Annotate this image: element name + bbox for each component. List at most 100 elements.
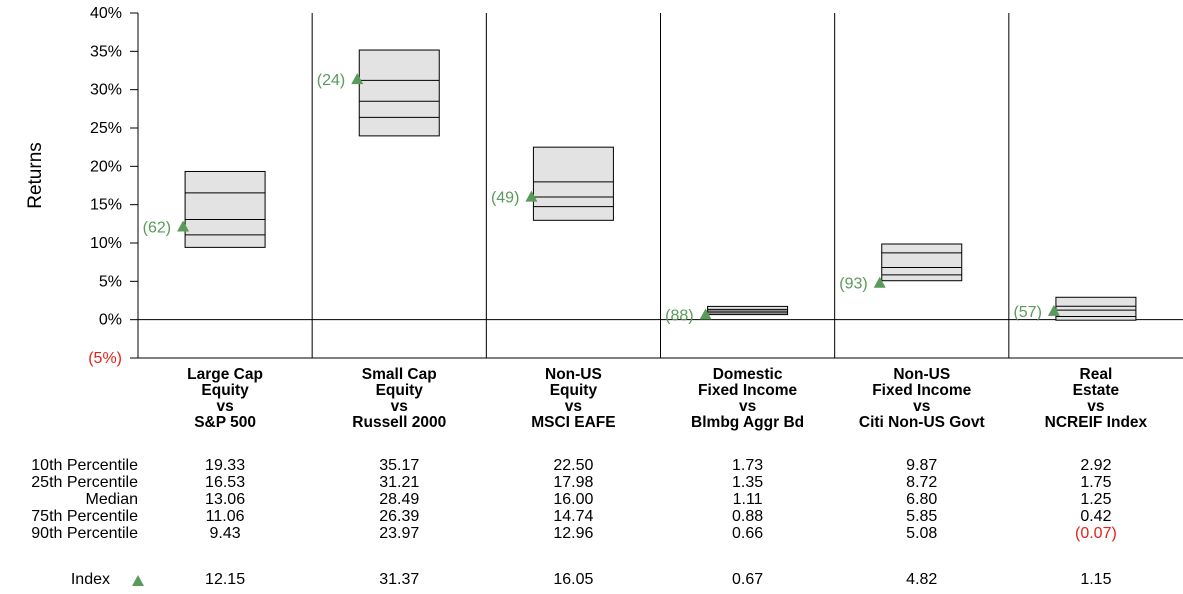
category-label: NCREIF Index bbox=[1045, 414, 1148, 431]
stats-cell: 2.92 bbox=[1080, 457, 1112, 474]
stats-cell: 0.67 bbox=[732, 571, 764, 588]
y-axis-title: Returns bbox=[25, 142, 46, 209]
category-label: vs bbox=[913, 398, 930, 415]
stats-cell: 19.33 bbox=[205, 457, 246, 474]
stats-row-label: Index bbox=[70, 571, 110, 588]
y-tick-label: 30% bbox=[90, 82, 122, 99]
y-tick-label: 40% bbox=[90, 5, 122, 22]
category-label: Non-US bbox=[893, 366, 950, 383]
stats-cell: 23.97 bbox=[379, 525, 420, 542]
category-label: Fixed Income bbox=[698, 382, 797, 399]
stats-cell: 1.15 bbox=[1080, 571, 1112, 588]
stats-cell: 28.49 bbox=[379, 491, 420, 508]
stats-cell: 16.53 bbox=[205, 474, 246, 491]
stats-row-label: 25th Percentile bbox=[31, 474, 138, 491]
y-tick-label: 5% bbox=[99, 273, 122, 290]
y-tick-label: (5%) bbox=[88, 350, 122, 367]
stats-cell: 1.73 bbox=[732, 457, 764, 474]
stats-row: 10th Percentile 19.33 35.17 22.50 1.73 9.87 2.… bbox=[0, 457, 1183, 475]
category-label: Domestic bbox=[713, 366, 783, 383]
stats-cell: 13.06 bbox=[205, 491, 246, 508]
stats-cell: 6.80 bbox=[906, 491, 938, 508]
category-label: S&P 500 bbox=[194, 414, 256, 431]
stats-cell: 12.15 bbox=[205, 571, 246, 588]
stats-cell: 9.87 bbox=[906, 457, 938, 474]
index-rank-label: (49) bbox=[491, 190, 519, 207]
stats-row-label: Median bbox=[85, 491, 138, 508]
index-marker bbox=[1047, 304, 1060, 316]
stats-cell: 0.42 bbox=[1080, 508, 1112, 525]
percentile-box bbox=[184, 170, 266, 248]
index-marker bbox=[873, 276, 886, 288]
percentile-box bbox=[358, 49, 440, 137]
index-rank-label: (93) bbox=[839, 276, 867, 293]
stats-cell: 31.37 bbox=[379, 571, 420, 588]
y-tick-label: 25% bbox=[90, 120, 122, 137]
category-label: Equity bbox=[550, 382, 598, 399]
stats-cell: 1.25 bbox=[1080, 491, 1112, 508]
category-label: vs bbox=[216, 398, 233, 415]
percentile-box bbox=[707, 305, 789, 316]
index-row: Index 12.15 31.37 16.05 0.67 4.82 1.15 bbox=[0, 571, 1183, 589]
stats-cell: 0.66 bbox=[732, 525, 764, 542]
stats-row: 75th Percentile 11.06 26.39 14.74 0.88 5.85 0.… bbox=[0, 508, 1183, 526]
category-label: Real bbox=[1080, 366, 1113, 383]
stats-cell: 14.74 bbox=[553, 508, 594, 525]
stats-cell: 16.00 bbox=[553, 491, 594, 508]
stats-cell: 0.88 bbox=[732, 508, 764, 525]
y-tick-label: 15% bbox=[90, 197, 122, 214]
y-tick-label: 10% bbox=[90, 235, 122, 252]
category-label: Estate bbox=[1073, 382, 1120, 399]
stats-row: 90th Percentile 9.43 23.97 12.96 0.66 5.08 (0.… bbox=[0, 525, 1183, 543]
stats-cell: 12.96 bbox=[553, 525, 594, 542]
category-label: MSCI EAFE bbox=[531, 414, 615, 431]
index-rank-label: (57) bbox=[1013, 304, 1041, 321]
stats-row-label: 10th Percentile bbox=[31, 457, 138, 474]
category-label: Equity bbox=[376, 382, 424, 399]
stats-cell: 5.85 bbox=[906, 508, 938, 525]
category-label: vs bbox=[391, 398, 408, 415]
y-tick-label: 20% bbox=[90, 158, 122, 175]
percentile-box-chart: 40% 35% 30% 25% 20% 15% 10% 5% 0% (5%) Returns (62)… bbox=[25, 5, 1183, 431]
index-legend-marker bbox=[132, 575, 144, 586]
y-tick-label: 0% bbox=[99, 312, 122, 329]
y-tick-label: 35% bbox=[90, 43, 122, 60]
index-marker bbox=[177, 220, 190, 232]
category-label: Fixed Income bbox=[872, 382, 971, 399]
index-rank-label: (24) bbox=[317, 72, 345, 89]
stats-cell: 26.39 bbox=[379, 508, 420, 525]
stats-cell: 4.82 bbox=[906, 571, 938, 588]
index-rank-label: (62) bbox=[143, 220, 171, 237]
stats-row: Median 13.06 28.49 16.00 1.11 6.80 1.25 bbox=[0, 491, 1183, 509]
stats-cell: 1.75 bbox=[1080, 474, 1112, 491]
percentile-box bbox=[532, 146, 614, 221]
stats-cell: 17.98 bbox=[553, 474, 594, 491]
stats-row-label: 75th Percentile bbox=[31, 508, 138, 525]
stats-cell: 1.35 bbox=[732, 474, 764, 491]
index-marker bbox=[525, 190, 538, 202]
stats-cell: (0.07) bbox=[1075, 525, 1117, 542]
stats-cell: 16.05 bbox=[553, 571, 594, 588]
category-label: Small Cap bbox=[362, 366, 437, 383]
category-label: vs bbox=[1087, 398, 1104, 415]
stats-cell: 22.50 bbox=[553, 457, 594, 474]
category-label: vs bbox=[565, 398, 582, 415]
index-marker bbox=[699, 308, 712, 320]
category-label: vs bbox=[739, 398, 756, 415]
stats-cell: 35.17 bbox=[379, 457, 420, 474]
stats-cell: 9.43 bbox=[209, 525, 241, 542]
category-label: Blmbg Aggr Bd bbox=[691, 414, 804, 431]
index-marker bbox=[351, 73, 364, 85]
stats-cell: 31.21 bbox=[379, 474, 420, 491]
stats-row-label: 90th Percentile bbox=[31, 525, 138, 542]
stats-cell: 1.11 bbox=[732, 491, 763, 508]
category-label: Large Cap bbox=[187, 366, 263, 383]
stats-cell: 5.08 bbox=[906, 525, 938, 542]
category-label: Non-US bbox=[545, 366, 602, 383]
category-label: Russell 2000 bbox=[352, 414, 446, 431]
category-label: Equity bbox=[201, 382, 249, 399]
stats-cell: 8.72 bbox=[906, 474, 938, 491]
stats-cell: 11.06 bbox=[205, 508, 245, 525]
index-rank-label: (88) bbox=[665, 308, 693, 325]
category-label: Citi Non-US Govt bbox=[859, 414, 985, 431]
